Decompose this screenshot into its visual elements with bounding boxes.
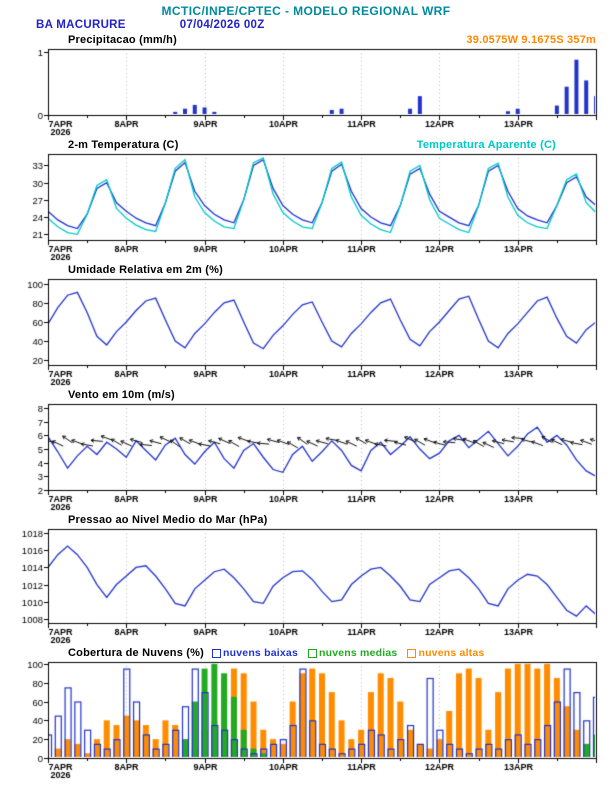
- cloud-legend: nuvens baixas nuvens medias nuvens altas: [212, 647, 484, 659]
- pressure-chart: [0, 526, 612, 644]
- panel-wind: Vento em 10m (m/s): [0, 386, 612, 511]
- apparent-temperature-label: Temperatura Aparente (C): [416, 139, 556, 151]
- pressure-title: Pressao ao Nivel Medio do Mar (hPa): [68, 514, 268, 526]
- temperature-chart: [0, 151, 612, 261]
- mid-clouds-swatch-icon: [307, 648, 317, 658]
- humidity-chart: [0, 276, 612, 386]
- station-name: BA MACURURE: [36, 19, 126, 31]
- panel-pressure: Pressao ao Nivel Medio do Mar (hPa): [0, 511, 612, 644]
- legend-high-clouds: nuvens altas: [407, 647, 484, 659]
- wind-title: Vento em 10m (m/s): [68, 389, 175, 401]
- humidity-title: Umidade Relativa em 2m (%): [68, 264, 223, 276]
- precipitation-chart: [0, 46, 612, 136]
- station-location: 39.0575W 9.1675S 357m: [466, 34, 596, 46]
- cloud-cover-chart: [0, 659, 612, 779]
- run-datetime: 07/04/2026 00Z: [179, 19, 265, 31]
- station-row: BA MACURURE 07/04/2026 00Z: [0, 19, 612, 31]
- low-clouds-swatch-icon: [212, 648, 222, 658]
- legend-mid-clouds: nuvens medias: [307, 647, 397, 659]
- cloud-cover-title: Cobertura de Nuvens (%): [68, 647, 205, 659]
- temperature-title: 2-m Temperatura (C): [68, 139, 179, 151]
- legend-low-clouds: nuvens baixas: [212, 647, 298, 659]
- panel-cloud-cover: Cobertura de Nuvens (%) nuvens baixas nu…: [0, 644, 612, 779]
- high-clouds-swatch-icon: [407, 648, 417, 658]
- panel-temperature: 2-m Temperatura (C) Temperatura Aparente…: [0, 136, 612, 261]
- panel-precipitation: Precipitacao (mm/h) 39.0575W 9.1675S 357…: [0, 31, 612, 136]
- precipitation-title: Precipitacao (mm/h): [68, 34, 177, 46]
- panel-humidity: Umidade Relativa em 2m (%): [0, 261, 612, 386]
- model-title: MCTIC/INPE/CPTEC - MODELO REGIONAL WRF: [161, 4, 451, 18]
- wind-chart: [0, 401, 612, 511]
